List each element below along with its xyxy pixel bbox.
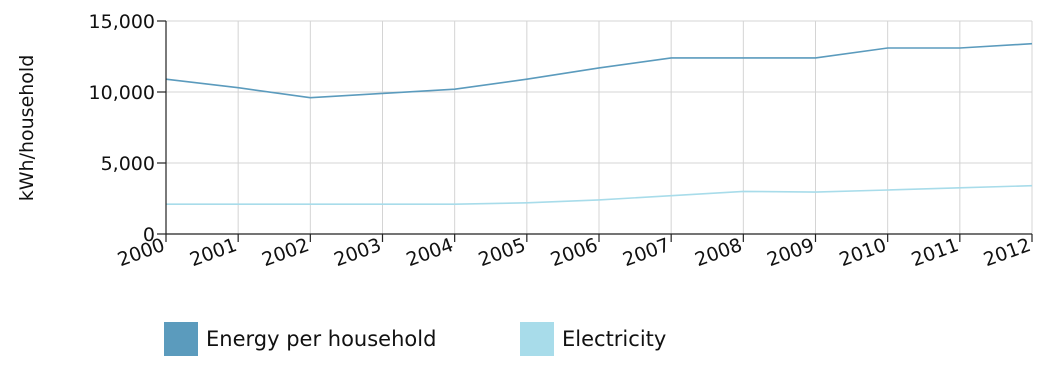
- y-tick-label: 10,000: [89, 82, 155, 104]
- legend-label: Electricity: [562, 327, 666, 351]
- series-line-energy-per-household: [165, 42, 1033, 99]
- x-tick-label: 2006: [548, 234, 601, 271]
- gridlines: [165, 20, 1033, 234]
- y-tick-label: 0: [143, 224, 155, 246]
- x-tick-label: 2000: [115, 234, 168, 271]
- x-tick-label: 2012: [981, 234, 1034, 271]
- x-tick-labels: 2000 2001 2002 2003 2004 2005 2006 2007 2008 2009…: [115, 234, 1034, 271]
- x-tick-label: 2009: [764, 234, 817, 271]
- x-tick-label: 2004: [403, 234, 456, 271]
- x-tick-label: 2008: [692, 234, 745, 271]
- legend-swatch: [164, 322, 198, 356]
- legend-swatch: [520, 322, 554, 356]
- x-tick-label: 2005: [476, 234, 529, 271]
- y-tick-labels: 0 5,000 10,000 15,000: [89, 11, 155, 246]
- x-tick-label: 2002: [259, 234, 312, 271]
- y-axis-label: kWh/household: [16, 55, 38, 202]
- axes: [157, 20, 1033, 242]
- y-tick-label: 5,000: [101, 153, 155, 175]
- legend: Energy per household Electricity: [164, 322, 666, 356]
- legend-label: Energy per household: [206, 327, 436, 351]
- x-tick-label: 2001: [187, 234, 240, 271]
- x-tick-label: 2007: [620, 234, 673, 271]
- series-line-electricity: [166, 184, 1033, 205]
- x-tick-label: 2010: [836, 234, 889, 271]
- y-tick-label: 15,000: [89, 11, 155, 33]
- x-tick-label: 2011: [909, 234, 962, 271]
- x-tick-label: 2003: [331, 234, 384, 271]
- series-lines: [165, 42, 1033, 205]
